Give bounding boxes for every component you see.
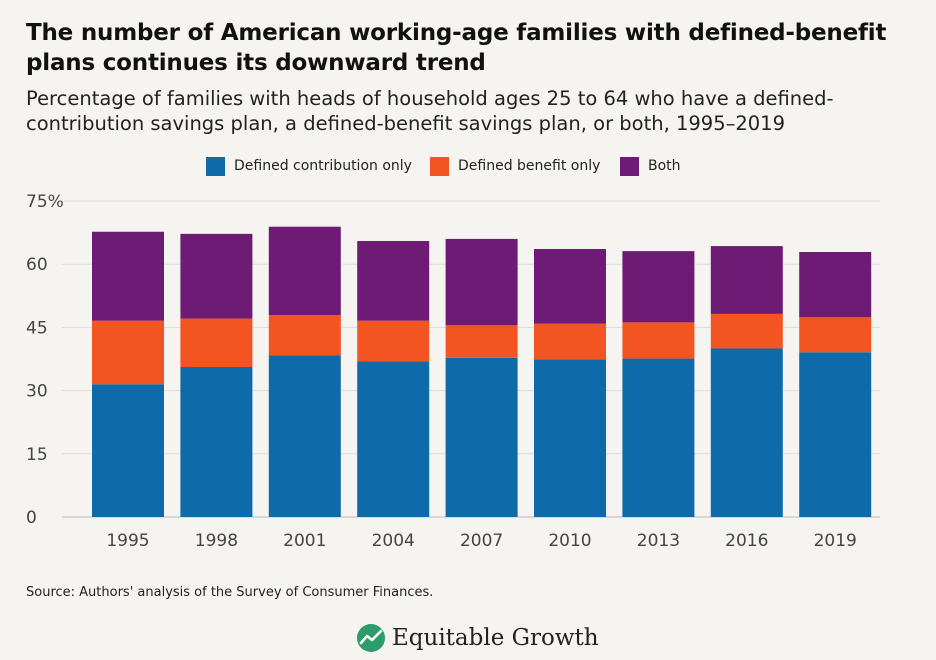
growth-logo-icon — [357, 624, 385, 652]
bar-segment-both-2019 — [799, 251, 872, 318]
y-tick-label: 15 — [26, 445, 48, 465]
bar-segment-both-2007 — [445, 238, 518, 326]
y-tick-label: 45 — [26, 318, 48, 338]
bar-segment-defined-contribution-only-2001 — [268, 355, 341, 517]
legend-item-defined-benefit: Defined benefit only — [430, 156, 600, 176]
legend-item-both: Both — [620, 156, 681, 176]
bar-segment-defined-contribution-only-1995 — [92, 384, 164, 517]
bar-segment-defined-benefit-only-2004 — [357, 320, 430, 362]
bar-segment-defined-benefit-only-1995 — [92, 320, 164, 385]
bar-segment-defined-contribution-only-1998 — [180, 367, 253, 517]
bar-segment-both-2001 — [268, 226, 341, 316]
legend-swatch-defined-contribution — [206, 156, 225, 176]
bar-segment-defined-benefit-only-2010 — [534, 323, 606, 360]
bar-segment-both-2013 — [622, 251, 695, 323]
x-tick-label: 2016 — [725, 531, 768, 551]
bar-segment-defined-contribution-only-2010 — [534, 359, 606, 517]
bar-segment-both-2016 — [710, 246, 783, 314]
source-note: Source: Authors' analysis of the Survey … — [26, 585, 434, 600]
x-tick-label: 2019 — [814, 531, 857, 551]
bar-segment-both-1998 — [180, 233, 253, 319]
x-tick-label: 2007 — [460, 531, 503, 551]
legend-label-defined-benefit: Defined benefit only — [458, 158, 601, 174]
y-tick-label: 60 — [26, 255, 48, 275]
bar-segment-defined-benefit-only-2019 — [799, 317, 872, 353]
chart-legend: Defined contribution only Defined benefi… — [0, 156, 936, 176]
chart-title: The number of American working-age famil… — [26, 20, 887, 76]
x-tick-label: 2010 — [548, 531, 591, 551]
bar-segment-defined-benefit-only-2001 — [268, 315, 341, 356]
bar-segment-defined-benefit-only-2013 — [622, 322, 695, 359]
brand-logo: Equitable Growth — [356, 621, 599, 655]
legend-item-defined-contribution: Defined contribution only — [206, 156, 412, 176]
legend-label-both: Both — [648, 158, 681, 174]
bar-segment-defined-benefit-only-1998 — [180, 318, 253, 368]
legend-label-defined-contribution: Defined contribution only — [234, 158, 412, 174]
brand-name: Equitable Growth — [392, 625, 599, 651]
bar-segment-defined-benefit-only-2016 — [710, 313, 783, 349]
bar-segment-both-2010 — [534, 249, 606, 324]
x-tick-label: 1995 — [106, 531, 149, 551]
y-tick-label: 0 — [26, 508, 37, 528]
bar-segment-both-1995 — [92, 231, 164, 321]
chart-subtitle: Percentage of families with heads of hou… — [26, 87, 834, 135]
x-tick-label: 2004 — [372, 531, 415, 551]
x-tick-label: 2001 — [283, 531, 326, 551]
x-tick-label: 1998 — [195, 531, 238, 551]
bar-segment-defined-contribution-only-2007 — [445, 357, 518, 517]
legend-swatch-defined-benefit — [430, 156, 449, 176]
legend-swatch-both — [620, 156, 639, 176]
bar-segment-defined-benefit-only-2007 — [445, 325, 518, 358]
y-tick-label: 30 — [26, 382, 48, 402]
bar-segment-defined-contribution-only-2016 — [710, 348, 783, 517]
bar-segment-defined-contribution-only-2013 — [622, 358, 695, 517]
stacked-bar-chart: 0 15 30 45 60 75% 1995 1998 2001 2004 2007 2010 2013… — [26, 192, 880, 551]
bar-segment-defined-contribution-only-2019 — [799, 352, 872, 517]
bar-segment-both-2004 — [357, 241, 430, 321]
x-tick-label: 2013 — [637, 531, 680, 551]
bar-segment-defined-contribution-only-2004 — [357, 361, 430, 517]
y-tick-label: 75% — [26, 192, 64, 212]
